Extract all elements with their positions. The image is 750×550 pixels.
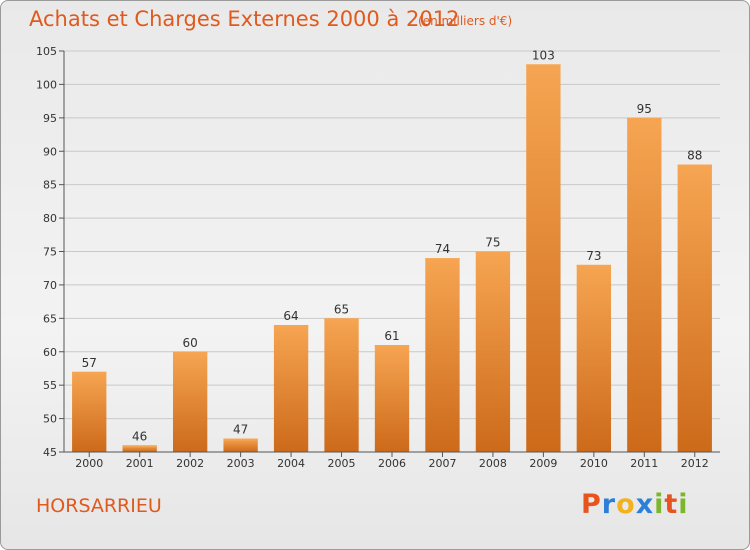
x-tick-label-2006: 2006 (378, 457, 406, 470)
bar-2010 (576, 264, 612, 452)
y-tick-label: 65 (43, 312, 57, 325)
bar-top-edge (122, 445, 157, 448)
logo-letter: x (635, 489, 655, 520)
bar-top-edge (223, 438, 258, 441)
bar-top-edge (677, 164, 712, 167)
bar-2005 (324, 318, 359, 452)
bar-top-edge (172, 351, 208, 354)
x-tick-label-2010: 2010 (580, 457, 608, 470)
bar-top-edge (576, 264, 612, 267)
x-tick-label-2003: 2003 (227, 457, 255, 470)
y-tick-label: 45 (43, 446, 57, 459)
value-label-2005: 65 (334, 302, 349, 316)
value-label-2010: 73 (586, 249, 601, 263)
bar-2000 (72, 371, 107, 452)
y-tick-label: 80 (43, 212, 57, 225)
bar-2007 (425, 258, 460, 452)
y-tick-label: 60 (43, 346, 57, 359)
x-tick-label-2000: 2000 (75, 457, 103, 470)
logo-letter: r (601, 489, 617, 520)
bar-2012 (677, 164, 712, 452)
value-label-2009: 103 (532, 48, 555, 62)
value-label-2004: 64 (283, 309, 298, 323)
x-tick-label-2001: 2001 (126, 457, 154, 470)
logo-letter: t (664, 489, 679, 520)
chart-title: Achats et Charges Externes 2000 à 2012 (29, 7, 460, 31)
bars: 57 46 60 47 64 65 61 74 75 103 73 95 88 (72, 48, 712, 452)
y-tick-label: 75 (43, 246, 57, 259)
bar-2001 (122, 445, 157, 452)
x-tick-label-2011: 2011 (630, 457, 658, 470)
value-label-2001: 46 (132, 429, 147, 443)
value-label-2011: 95 (637, 102, 652, 116)
y-tick-label: 100 (36, 78, 57, 91)
bar-top-edge (324, 318, 359, 321)
x-tick-label-2008: 2008 (479, 457, 507, 470)
y-tick-label: 50 (43, 413, 57, 426)
bar-2006 (374, 345, 410, 452)
y-tick-label: 70 (43, 279, 57, 292)
bar-top-edge (374, 345, 410, 348)
bar-top-edge (526, 64, 561, 67)
bar-2003 (223, 438, 258, 452)
bar-2004 (273, 325, 309, 452)
logo-letter: i (678, 489, 689, 520)
value-label-2003: 47 (233, 423, 248, 437)
value-label-2012: 88 (687, 149, 702, 163)
y-tick-label: 85 (43, 179, 57, 192)
x-tick-label-2005: 2005 (328, 457, 356, 470)
bar-top-edge (627, 117, 662, 120)
bar-top-edge (425, 258, 460, 261)
value-label-2002: 60 (183, 336, 198, 350)
bar-2009 (526, 64, 561, 452)
x-tick-label-2012: 2012 (681, 457, 709, 470)
value-label-2007: 74 (435, 242, 450, 256)
y-tick-label: 55 (43, 379, 57, 392)
y-tick-label: 90 (43, 145, 57, 158)
value-label-2006: 61 (384, 329, 399, 343)
x-tick-label-2004: 2004 (277, 457, 305, 470)
logo-letter: o (616, 489, 636, 520)
bar-top-edge (72, 371, 107, 374)
proxiti-logo: Proxiti (581, 489, 689, 520)
bar-2011 (627, 117, 662, 452)
bar-2002 (172, 351, 208, 452)
value-label-2008: 75 (485, 236, 500, 250)
bar-2008 (475, 251, 511, 452)
logo-letter: i (654, 489, 665, 520)
chart-unit: (en milliers d'€) (418, 14, 513, 28)
bar-top-edge (273, 325, 309, 328)
value-label-2000: 57 (82, 356, 97, 370)
commune-name: HORSARRIEU (36, 495, 162, 517)
x-tick-label-2009: 2009 (529, 457, 557, 470)
logo-letter: P (581, 489, 602, 520)
y-tick-label: 95 (43, 112, 57, 125)
x-tick-label-2002: 2002 (176, 457, 204, 470)
bar-top-edge (475, 251, 511, 254)
y-tick-label: 105 (36, 45, 57, 58)
axes: 45 50 55 60 65 70 75 80 85 90 95 100 105 2000 2001 2002… (36, 45, 720, 470)
x-tick-label-2007: 2007 (428, 457, 456, 470)
